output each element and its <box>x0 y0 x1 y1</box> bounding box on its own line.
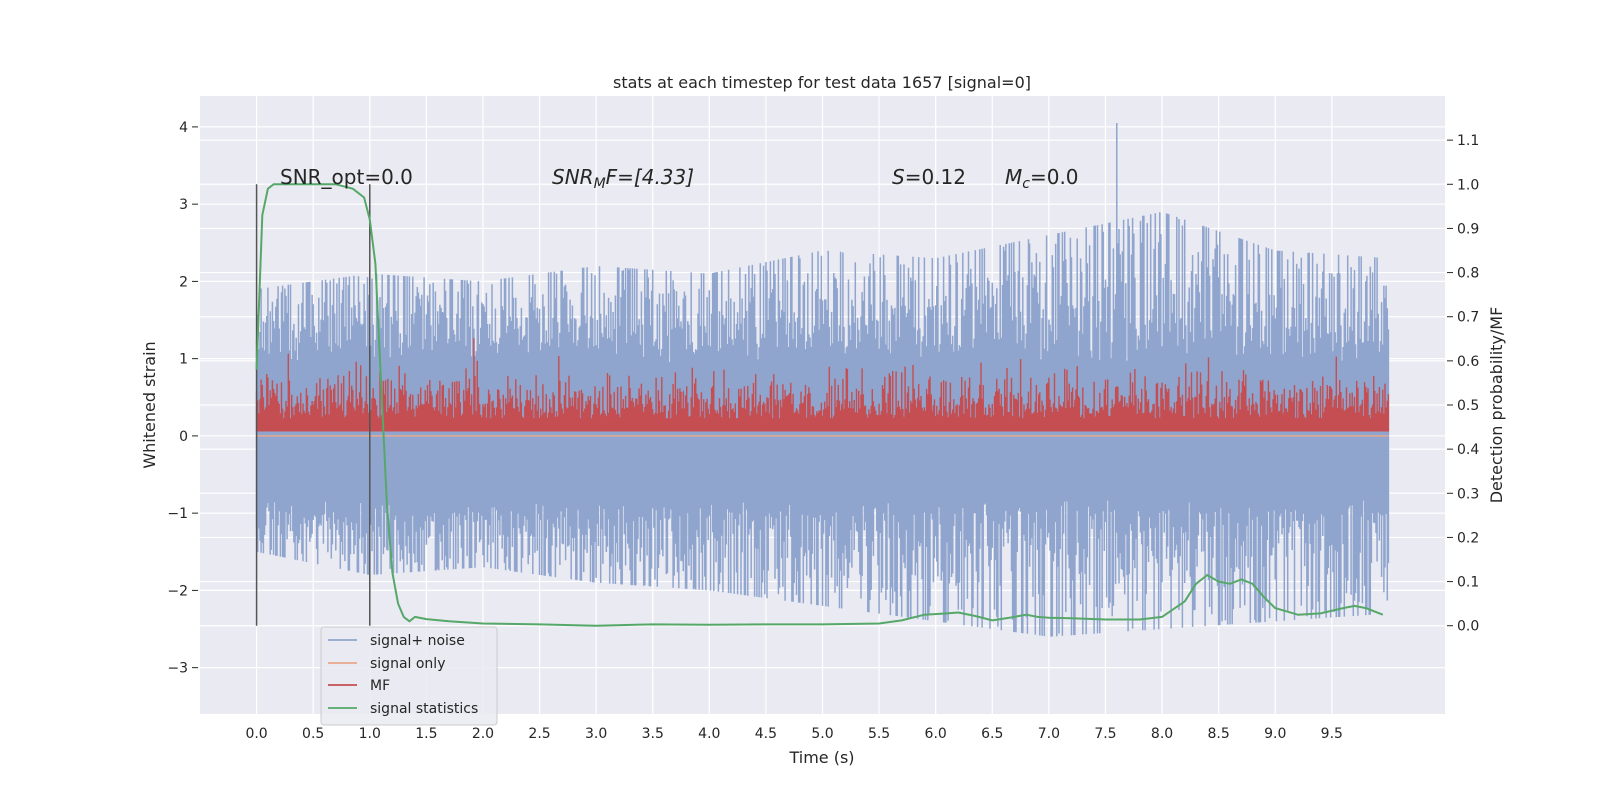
x-tick-label: 6.5 <box>981 726 1003 742</box>
y-left-tick-label: 4 <box>179 120 188 136</box>
x-tick-label: 8.5 <box>1208 726 1230 742</box>
annotation-mc-symbol: M <box>1005 165 1022 189</box>
y-left-axis-label: Whitened strain <box>140 341 159 468</box>
y-right-tick-label: 0.1 <box>1457 575 1479 591</box>
y-left-tick-label: −3 <box>167 661 188 677</box>
y-right-tick-label: 1.1 <box>1457 133 1479 149</box>
x-tick-label: 7.0 <box>1038 726 1060 742</box>
annotation-s-value: =0.12 <box>905 165 966 189</box>
y-left-tick-label: 2 <box>179 274 188 290</box>
y-right-tick-label: 0.2 <box>1457 530 1479 546</box>
annotation-s: S=0.12 <box>892 165 966 189</box>
vline-layer <box>255 184 371 626</box>
x-tick-label: 1.5 <box>415 726 437 742</box>
x-tick-label: 4.0 <box>698 726 720 742</box>
x-tick-label: 0.0 <box>245 726 267 742</box>
x-axis-label: Time (s) <box>788 748 854 767</box>
y-left-tick-label: −2 <box>167 583 188 599</box>
annotation-mc-subscript: c <box>1022 176 1030 192</box>
y-right-tick-label: 0.5 <box>1457 398 1479 414</box>
x-tick-label: 5.0 <box>811 726 833 742</box>
x-tick-label: 6.0 <box>925 726 947 742</box>
chart-title: stats at each timestep for test data 165… <box>613 73 1031 92</box>
legend-label-signal-noise: signal+ noise <box>370 633 465 649</box>
legend-label-mf: MF <box>370 678 390 694</box>
annotation-mc: Mc=0.0 <box>1005 165 1079 192</box>
x-tick-label: 3.5 <box>642 726 664 742</box>
legend-label-signal-statistics: signal statistics <box>370 701 478 717</box>
y-right-tick-label: 0.7 <box>1457 310 1479 326</box>
y-right-tick-label: 0.9 <box>1457 221 1479 237</box>
y-right-tick-label: 0.8 <box>1457 266 1479 282</box>
y-right-tick-label: 0.0 <box>1457 619 1479 635</box>
x-tick-labels: 0.0 0.5 1.0 1.5 2.0 2.5 3.0 3.5 4.0 4.5 5.0 5.5 6.0 6… <box>245 726 1342 742</box>
y-right-axis-label: Detection probability/MF <box>1487 307 1506 504</box>
annotation-snr-mf: SNRMF=[4.33] <box>552 165 694 192</box>
annotation-s-symbol: S <box>892 165 905 189</box>
x-tick-label: 3.0 <box>585 726 607 742</box>
x-tick-label: 8.0 <box>1151 726 1173 742</box>
y-left-tick-label: 3 <box>179 197 188 213</box>
y-right-tick-label: 1.0 <box>1457 177 1479 193</box>
legend-label-signal-only: signal only <box>370 656 445 672</box>
signal-statistics-layer <box>255 183 1384 627</box>
x-tick-label: 0.5 <box>302 726 324 742</box>
annotation-snr-mf-subscript: M <box>594 176 606 192</box>
x-tick-label: 1.0 <box>359 726 381 742</box>
legend: signal+ noise signal only MF signal stat… <box>320 626 498 726</box>
x-tick-label: 4.5 <box>755 726 777 742</box>
y-right-tick-labels: 1.1 1.0 0.9 0.8 0.7 0.6 0.5 0.4 0.3 0.2 0.1 0.0 <box>1457 133 1479 635</box>
annotation-snr-mf-symbol: SNR <box>552 165 594 189</box>
y-right-tick-label: 0.4 <box>1457 442 1479 458</box>
y-right-tick-label: 0.6 <box>1457 354 1479 370</box>
legend-box <box>320 626 498 726</box>
annotation-snr-opt: SNR_opt=0.0 <box>280 165 413 189</box>
y-left-tick-labels: 4 3 2 1 0 −1 −2 −3 <box>167 120 188 677</box>
y-left-tick-label: 1 <box>179 352 188 368</box>
series-mf-core <box>256 418 1389 432</box>
x-tick-label: 7.5 <box>1094 726 1116 742</box>
x-tick-label: 5.5 <box>868 726 890 742</box>
annotation-mc-value: =0.0 <box>1030 165 1079 189</box>
annotation-snr-mf-value: F=[4.33] <box>606 165 694 189</box>
x-tick-label: 2.0 <box>472 726 494 742</box>
series-signal-statistics <box>255 183 1384 627</box>
x-tick-label: 2.5 <box>528 726 550 742</box>
y-left-tick-label: −1 <box>167 506 188 522</box>
y-right-tick-label: 0.3 <box>1457 486 1479 502</box>
x-tick-label: 9.0 <box>1264 726 1286 742</box>
y-left-tick-label: 0 <box>179 429 188 445</box>
x-tick-label: 9.5 <box>1321 726 1343 742</box>
